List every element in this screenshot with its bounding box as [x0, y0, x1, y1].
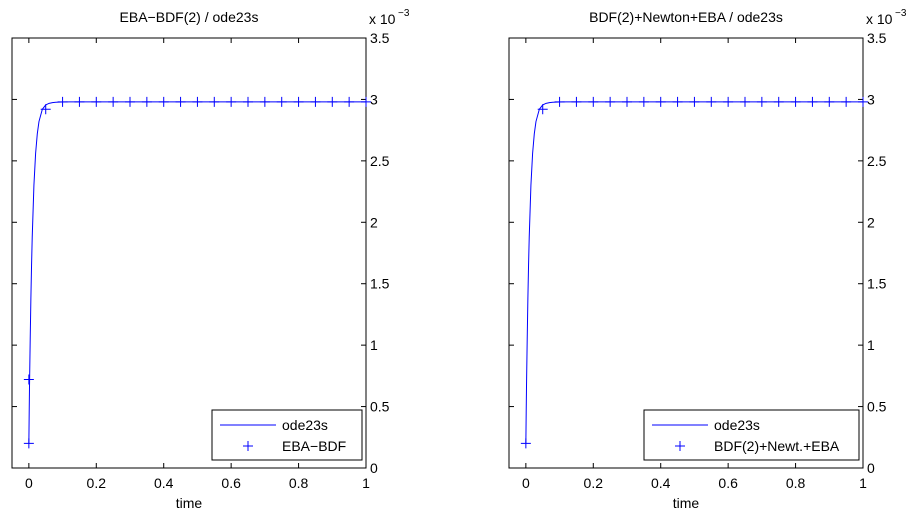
data-point-marker	[655, 96, 666, 107]
data-point-marker	[605, 96, 616, 107]
data-point-marker	[723, 96, 734, 107]
legend-box	[643, 409, 860, 461]
data-point-marker	[554, 96, 565, 107]
data-point-marker	[293, 96, 304, 107]
data-point-marker	[672, 96, 683, 107]
y-tick-label: 1.5	[370, 276, 390, 292]
data-point-marker	[243, 96, 253, 107]
y-tick-label: 3	[867, 91, 875, 107]
data-point-marker	[773, 96, 784, 107]
y-tick-label: 3.5	[867, 30, 887, 46]
x-tick-label: 0.2	[584, 475, 604, 491]
y-tick-label: 0	[370, 460, 378, 476]
x-tick-label: 1	[859, 475, 867, 491]
y-exponent-base: x 10	[369, 11, 396, 27]
y-tick-label: 0	[867, 460, 875, 476]
legend-label: BDF(2)+Newt.+EBA	[714, 438, 840, 454]
data-point-marker	[57, 96, 68, 107]
data-point-marker	[824, 96, 835, 107]
data-point-marker	[158, 96, 169, 107]
data-point-marker	[841, 96, 852, 107]
x-tick-label: 0.6	[221, 475, 241, 491]
chart-title: BDF(2)+Newton+EBA / ode23s	[589, 9, 783, 25]
data-point-marker	[125, 96, 135, 107]
data-point-marker	[520, 438, 531, 449]
y-exponent-power: −3	[895, 8, 907, 19]
x-tick-label: 1	[362, 475, 370, 491]
legend-label: ode23s	[282, 417, 328, 433]
data-point-marker	[740, 96, 750, 107]
y-tick-label: 2.5	[867, 153, 887, 169]
data-point-marker	[689, 96, 700, 107]
series-line-0	[525, 101, 863, 444]
data-point-marker	[790, 96, 801, 107]
data-point-marker	[807, 96, 818, 107]
data-point-marker	[858, 96, 868, 107]
data-point-marker	[756, 96, 767, 107]
x-axis-label: time	[176, 495, 203, 511]
x-tick-label: 0.4	[651, 475, 671, 491]
y-tick-label: 2.5	[370, 153, 390, 169]
data-point-marker	[571, 96, 582, 107]
x-tick-label: 0.8	[786, 475, 806, 491]
data-point-marker	[141, 96, 152, 107]
x-tick-label: 0.6	[718, 475, 738, 491]
data-point-marker	[74, 96, 85, 107]
x-tick-label: 0	[522, 475, 530, 491]
legend: ode23s EBA−BDF	[211, 409, 363, 461]
y-tick-label: 1.5	[867, 276, 887, 292]
data-point-marker	[537, 104, 548, 115]
y-tick-label: 2	[370, 214, 378, 230]
data-point-marker	[108, 96, 119, 107]
y-exponent-power: −3	[398, 8, 410, 19]
legend: ode23s BDF(2)+Newt.+EBA	[643, 409, 860, 461]
legend-label: EBA−BDF	[282, 438, 346, 454]
chart-eba-bdf: 0 0.2 0.4 0.6 0.8 100.511.522.533.5x 10 −3EBA−…	[11, 8, 410, 511]
y-tick-label: 0.5	[370, 399, 390, 415]
plot-area	[508, 37, 864, 469]
data-point-marker	[361, 96, 371, 107]
data-point-marker	[327, 96, 338, 107]
data-point-marker	[175, 96, 186, 107]
y-exponent-base: x 10	[866, 11, 893, 27]
data-point-marker	[192, 96, 203, 107]
x-tick-label: 0.2	[87, 475, 107, 491]
series-line-0	[28, 101, 366, 444]
y-tick-label: 0.5	[867, 399, 887, 415]
y-tick-label: 3	[370, 91, 378, 107]
x-tick-label: 0.4	[154, 475, 174, 491]
data-point-marker	[226, 96, 237, 107]
data-point-marker	[638, 96, 649, 107]
data-point-marker	[23, 374, 34, 385]
y-tick-label: 1	[370, 337, 378, 353]
y-tick-label: 3.5	[370, 30, 390, 46]
x-tick-label: 0.8	[289, 475, 309, 491]
y-tick-label: 2	[867, 214, 875, 230]
legend-label: ode23s	[714, 417, 760, 433]
x-axis-label: time	[673, 495, 700, 511]
data-point-marker	[259, 96, 270, 107]
data-point-marker	[310, 96, 321, 107]
data-point-marker	[209, 96, 220, 107]
x-tick-label: 0	[25, 475, 33, 491]
data-point-marker	[344, 96, 355, 107]
data-point-marker	[276, 96, 287, 107]
plot-area	[11, 37, 367, 469]
data-point-marker	[40, 104, 51, 115]
chart-title: EBA−BDF(2) / ode23s	[120, 9, 259, 25]
legend-marker-symbol	[243, 441, 253, 451]
legend-box	[211, 409, 363, 461]
legend-marker-symbol	[675, 441, 685, 451]
data-point-marker	[622, 96, 632, 107]
data-point-marker	[23, 438, 34, 449]
data-point-marker	[91, 96, 102, 107]
chart-bdf-newton-eba: 0 0.2 0.4 0.6 0.8 100.511.522.533.5x 10 −3BDF(…	[508, 8, 907, 511]
data-point-marker	[706, 96, 717, 107]
y-tick-label: 1	[867, 337, 875, 353]
data-point-marker	[588, 96, 599, 107]
